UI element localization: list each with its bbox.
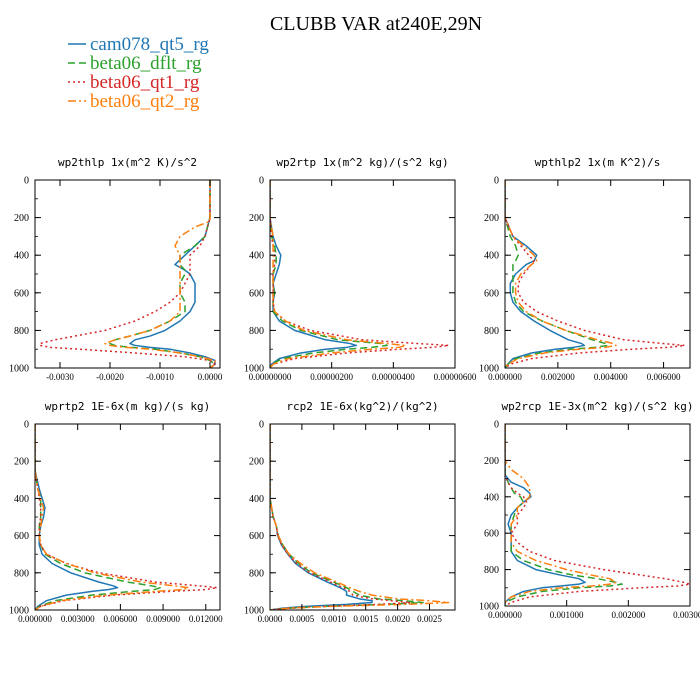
- panel-title: wp2rtp 1x(m^2 kg)/(s^2 kg): [276, 156, 448, 169]
- series-line-beta06_dflt_rg: [270, 424, 424, 610]
- x-tick-label: 0.012000: [189, 614, 223, 624]
- y-tick-label: 1000: [244, 606, 264, 617]
- series-line-cam078_qt5_rg: [270, 180, 358, 368]
- series-line-beta06_qt2_rg: [35, 424, 190, 610]
- y-tick-label: 400: [484, 251, 499, 262]
- x-tick-label: 0.000000: [488, 610, 522, 620]
- y-tick-label: 200: [14, 457, 29, 468]
- legend-label: cam078_qt5_rg: [90, 34, 209, 55]
- y-tick-label: 1000: [9, 364, 29, 375]
- legend-label: beta06_qt1_rg: [90, 72, 200, 93]
- y-tick-label: 400: [484, 492, 499, 503]
- panel-3: wpthlp2 1x(m K^2)/s020040060080010000.00…: [479, 156, 691, 382]
- panel-6: wp2rcp 1E-3x(m^2 kg)/(s^2 kg)0 200 400 600 8…: [479, 400, 700, 620]
- panels: wp2thlp 1x(m^2 K)/s^2 0 200 400 600 800 1000 -0…: [9, 156, 700, 624]
- y-tick-label: 600: [249, 531, 264, 542]
- y-tick-label: 800: [484, 326, 499, 337]
- y-tick-label: 0: [24, 176, 29, 187]
- x-tick-label: 0.0005: [290, 614, 315, 624]
- y-tick-label: 1000: [479, 602, 499, 613]
- panel-title: wpthlp2 1x(m K^2)/s: [535, 156, 661, 169]
- series-line-cam078_qt5_rg: [35, 424, 119, 610]
- x-tick-label: 0.00000400: [372, 372, 415, 382]
- y-tick-label: 400: [249, 251, 264, 262]
- x-tick-label: -0.0030: [46, 372, 74, 382]
- x-tick-label: 0.0000: [258, 614, 283, 624]
- x-tick-label: 0.0020: [385, 614, 410, 624]
- series-line-beta06_dflt_rg: [270, 180, 388, 368]
- y-tick-label: 400: [14, 494, 29, 505]
- y-tick-label: 400: [249, 494, 264, 505]
- y-tick-label: 800: [484, 565, 499, 576]
- x-tick-label: 0.009000: [146, 614, 180, 624]
- y-tick-label: 200: [14, 213, 29, 224]
- y-tick-label: 0: [494, 420, 499, 431]
- y-tick-label: 1000: [9, 606, 29, 617]
- legend-label: beta06_dflt_rg: [90, 53, 202, 74]
- y-tick-label: 200: [249, 213, 264, 224]
- x-tick-label: 0.003000: [61, 614, 95, 624]
- panel-title: wprtp2 1E-6x(m kg)/(s kg): [45, 400, 211, 413]
- panel-title: wp2rcp 1E-3x(m^2 kg)/(s^2 kg): [501, 400, 693, 413]
- y-tick-label: 600: [484, 288, 499, 299]
- x-tick-label: 0.0025: [417, 614, 442, 624]
- panel-1: wp2thlp 1x(m^2 K)/s^2 0 200 400 600 800 1000 -0…: [9, 156, 223, 382]
- x-tick-label: 0.002000: [611, 610, 645, 620]
- panel-4: wprtp2 1E-6x(m kg)/(s kg) 0 200 400 600 800 10…: [9, 400, 223, 624]
- y-tick-label: 0: [259, 176, 264, 187]
- y-tick-label: 800: [14, 326, 29, 337]
- series-line-beta06_qt1_rg: [39, 180, 216, 368]
- x-tick-label: 0.002000: [541, 372, 575, 382]
- series-line-cam078_qt5_rg: [505, 180, 586, 368]
- panel-2: wp2rtp 1x(m^2 kg)/(s^2 kg) 0 200 400 600 800 1…: [244, 156, 477, 382]
- series-line-beta06_qt2_rg: [505, 180, 617, 368]
- x-tick-label: 0.003000: [673, 610, 700, 620]
- y-tick-label: 1000: [479, 364, 499, 375]
- series-line-beta06_qt2_rg: [505, 424, 617, 606]
- x-tick-label: 0.00000000: [249, 372, 292, 382]
- panel-title: rcp2 1E-6x(kg^2)/(kg^2): [286, 400, 438, 413]
- series-line-beta06_qt1_rg: [270, 180, 450, 368]
- legend: cam078_qt5_rgbeta06_dflt_rgbeta06_qt1_rg…: [68, 34, 209, 112]
- x-tick-label: -0.0020: [96, 372, 124, 382]
- y-tick-label: 600: [484, 529, 499, 540]
- x-tick-label: 0.00000600: [434, 372, 477, 382]
- y-tick-label: 1000: [244, 364, 264, 375]
- y-tick-label: 0: [259, 420, 264, 431]
- y-tick-label: 600: [14, 531, 29, 542]
- series-line-cam078_qt5_rg: [129, 180, 216, 368]
- series-line-beta06_qt2_rg: [270, 180, 407, 368]
- x-tick-label: 0.00000200: [310, 372, 353, 382]
- x-tick-label: 0.004000: [594, 372, 628, 382]
- panel-title: wp2thlp 1x(m^2 K)/s^2: [58, 156, 197, 169]
- panel-5: rcp2 1E-6x(kg^2)/(kg^2) 0 200 400 600 800 1000…: [244, 400, 456, 624]
- legend-label: beta06_qt2_rg: [90, 91, 200, 112]
- series-line-beta06_qt2_rg: [270, 424, 450, 610]
- y-tick-label: 200: [249, 457, 264, 468]
- x-tick-label: 0.0000: [198, 372, 223, 382]
- x-tick-label: -0.0010: [146, 372, 174, 382]
- y-tick-label: 600: [249, 288, 264, 299]
- y-tick-label: 0: [494, 176, 499, 187]
- x-tick-label: 0.001000: [550, 610, 584, 620]
- figure-title: CLUBB VAR at240E,29N: [270, 13, 482, 35]
- series-line-beta06_dflt_rg: [505, 180, 609, 368]
- x-tick-label: 0.006000: [104, 614, 138, 624]
- x-tick-label: 0.0015: [353, 614, 378, 624]
- y-tick-label: 400: [14, 251, 29, 262]
- y-tick-label: 200: [484, 456, 499, 467]
- series-line-beta06_dflt_rg: [505, 424, 623, 606]
- x-tick-label: 0.000000: [18, 614, 52, 624]
- y-tick-label: 200: [484, 213, 499, 224]
- y-tick-label: 800: [249, 568, 264, 579]
- x-tick-label: 0.000000: [488, 372, 522, 382]
- x-tick-label: 0.0010: [321, 614, 346, 624]
- y-tick-label: 800: [249, 326, 264, 337]
- y-tick-label: 600: [14, 288, 29, 299]
- y-tick-label: 800: [14, 568, 29, 579]
- y-tick-label: 0: [24, 420, 29, 431]
- x-tick-label: 0.006000: [647, 372, 681, 382]
- series-line-beta06_dflt_rg: [35, 424, 161, 610]
